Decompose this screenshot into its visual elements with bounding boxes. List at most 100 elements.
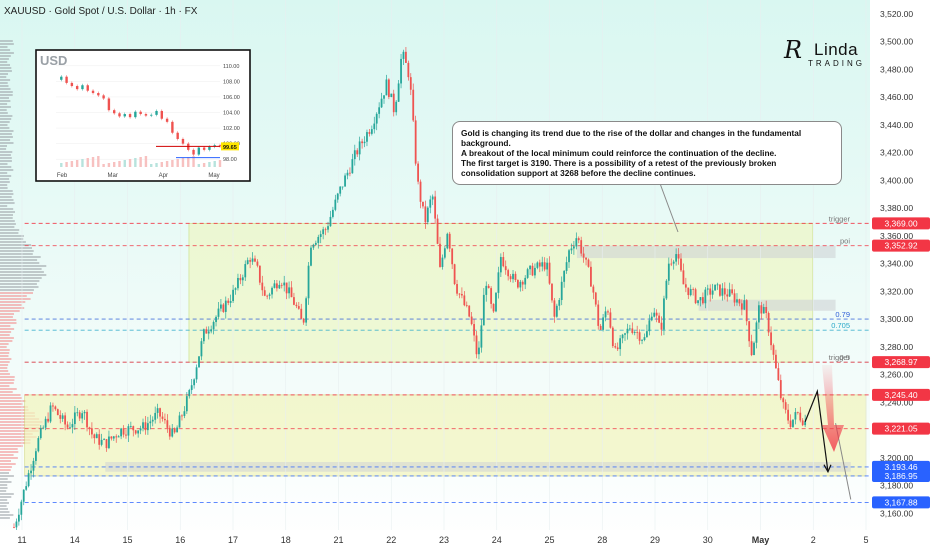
candle-body	[468, 306, 470, 317]
inset-volume	[129, 159, 131, 167]
y-tick-label: 3,520.00	[880, 9, 913, 19]
candle-body	[198, 356, 200, 367]
candle-body	[252, 259, 254, 262]
candle-body	[393, 94, 395, 113]
candle-body	[89, 427, 91, 428]
candle-body	[96, 434, 98, 438]
candle-body	[50, 405, 52, 421]
candle-body	[186, 396, 188, 411]
inset-volume	[60, 163, 62, 167]
candle-body	[534, 268, 536, 275]
volume-bar	[0, 328, 14, 330]
volume-bar	[0, 463, 16, 465]
candle-body	[142, 422, 144, 428]
volume-bar	[0, 457, 18, 459]
volume-bar	[0, 304, 22, 306]
candle-body	[709, 288, 711, 294]
volume-bar	[0, 397, 22, 399]
candle-body	[196, 367, 198, 379]
candle-body	[439, 244, 441, 267]
volume-bar	[0, 307, 24, 309]
candle-body	[145, 422, 147, 430]
candle-body	[232, 290, 234, 301]
candle-body	[254, 259, 256, 262]
volume-bar	[0, 502, 9, 504]
candle-body	[790, 421, 792, 427]
candle-body	[171, 429, 173, 437]
inset-y-tick: 102.00	[223, 126, 240, 132]
candle-body	[446, 234, 448, 248]
volume-bar	[0, 364, 8, 366]
volume-bar	[0, 472, 9, 474]
candle-body	[437, 219, 439, 244]
candle-body	[524, 278, 526, 285]
inset-volume	[155, 163, 157, 167]
candle-body	[230, 301, 232, 303]
price-label: 3,268.97	[884, 357, 917, 367]
level-tag: 0.705	[831, 321, 850, 330]
candle-body	[661, 323, 663, 330]
inset-volume	[118, 161, 120, 167]
volume-bar	[0, 229, 19, 231]
volume-bar	[0, 157, 12, 159]
candle-body	[517, 280, 519, 287]
inset-volume	[150, 164, 152, 167]
volume-bar	[0, 100, 10, 102]
candle-body	[140, 428, 142, 430]
candle-body	[215, 317, 217, 322]
candle-body	[184, 411, 186, 416]
candle-body	[201, 341, 203, 356]
volume-bar	[0, 454, 14, 456]
supply-block	[699, 300, 836, 311]
candle-body	[787, 410, 789, 421]
candle-body	[390, 94, 392, 97]
volume-bar	[0, 358, 11, 360]
inset-volume	[187, 157, 189, 167]
candle-body	[410, 77, 412, 90]
candle-body	[775, 355, 777, 368]
candle-body	[614, 346, 616, 347]
candle-body	[507, 270, 509, 276]
candle-body	[510, 276, 512, 279]
candle-body	[371, 129, 373, 134]
y-tick-label: 3,160.00	[880, 508, 913, 518]
candle-body	[646, 331, 648, 337]
volume-bar	[0, 55, 11, 57]
inset-y-tick: 98.00	[223, 157, 237, 163]
volume-bar	[0, 274, 46, 276]
volume-bar	[0, 52, 14, 54]
volume-bar	[0, 289, 34, 291]
volume-bar	[0, 373, 10, 375]
candle-body	[519, 282, 521, 288]
candle-body	[166, 420, 168, 428]
candle-body	[658, 316, 660, 323]
volume-bar	[0, 475, 14, 477]
volume-bar	[0, 46, 8, 48]
candle-body	[366, 132, 368, 142]
volume-bar	[0, 97, 9, 99]
volume-bar	[0, 169, 13, 171]
candle-body	[483, 295, 485, 325]
inset-volume	[161, 162, 163, 167]
candle-body	[315, 243, 317, 245]
candle-body	[454, 264, 456, 284]
inset-volume	[219, 160, 221, 167]
volume-bar	[0, 103, 7, 105]
symbol-header: XAUUSD · Gold Spot / U.S. Dollar · 1h · …	[4, 6, 197, 17]
candle-body	[298, 306, 300, 309]
volume-bar	[0, 232, 18, 234]
candle-body	[261, 283, 263, 291]
candle-body	[98, 434, 100, 445]
candle-body	[631, 328, 633, 332]
volume-bar	[0, 88, 11, 90]
volume-bar	[0, 61, 7, 63]
candle-body	[522, 282, 524, 285]
y-tick-label: 3,460.00	[880, 92, 913, 102]
inset-x-tick: Apr	[159, 173, 168, 179]
x-tick-label: 21	[333, 535, 343, 545]
candle-body	[490, 288, 492, 304]
y-tick-label: 3,260.00	[880, 370, 913, 380]
y-tick-label: 3,320.00	[880, 286, 913, 296]
candle-body	[376, 114, 378, 124]
